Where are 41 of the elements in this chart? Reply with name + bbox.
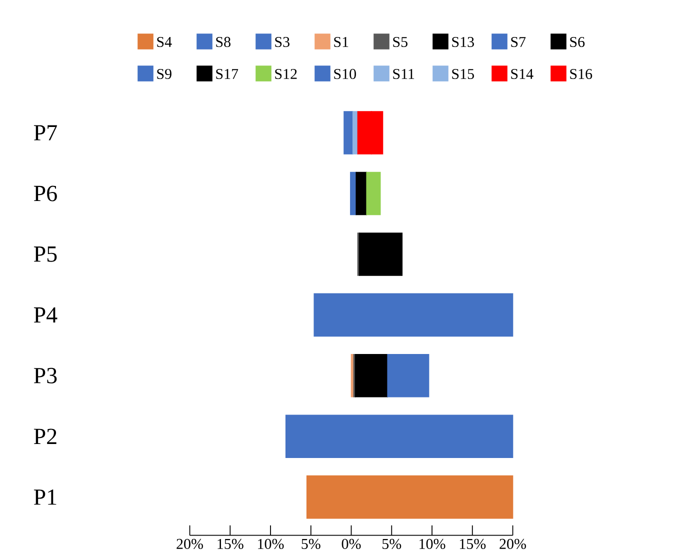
- bar: [354, 354, 388, 398]
- bar: [285, 414, 514, 458]
- legend-label: S15: [452, 68, 474, 80]
- legend-label: S7: [511, 36, 526, 48]
- bar: [314, 293, 514, 337]
- legend-label: S8: [216, 36, 230, 48]
- y-tick-label: P5: [34, 246, 57, 262]
- y-tick-label: P2: [34, 428, 56, 444]
- bar: [356, 172, 367, 216]
- legend-label: S12: [275, 68, 297, 80]
- bar: [387, 354, 430, 398]
- bar: [344, 111, 354, 154]
- x-tick-label: 15%: [460, 538, 486, 550]
- x-tick-label: 15%: [218, 538, 244, 550]
- y-tick-label: P4: [34, 307, 58, 322]
- legend-label: S14: [511, 68, 534, 80]
- legend-label: S13: [452, 36, 474, 48]
- bar: [366, 172, 381, 216]
- x-tick-label: 5%: [382, 538, 402, 550]
- x-tick-label: 20%: [176, 538, 203, 550]
- x-tick-label: 20%: [500, 538, 526, 550]
- y-tick-label: P1: [34, 490, 56, 505]
- legend-label: S9: [157, 68, 172, 80]
- legend-label: S11: [393, 68, 414, 80]
- legend-label: S3: [275, 36, 290, 48]
- y-tick-label: P6: [34, 186, 57, 202]
- legend-label: S16: [570, 68, 592, 80]
- legend-label: S10: [334, 68, 356, 80]
- bar: [306, 475, 514, 519]
- y-tick-label: P7: [34, 125, 57, 140]
- bar: [358, 232, 403, 276]
- x-tick-label: 10%: [258, 538, 284, 550]
- x-tick-label: 5%: [302, 538, 320, 550]
- legend-label: S6: [570, 36, 585, 48]
- legend-label: S5: [393, 36, 408, 48]
- legend-label: S4: [157, 36, 172, 48]
- legend-label: S1: [334, 36, 348, 48]
- legend-label: S17: [216, 68, 238, 80]
- x-tick-label: 10%: [420, 538, 446, 550]
- y-tick-label: P3: [34, 368, 57, 384]
- x-tick-label: 0%: [342, 538, 361, 550]
